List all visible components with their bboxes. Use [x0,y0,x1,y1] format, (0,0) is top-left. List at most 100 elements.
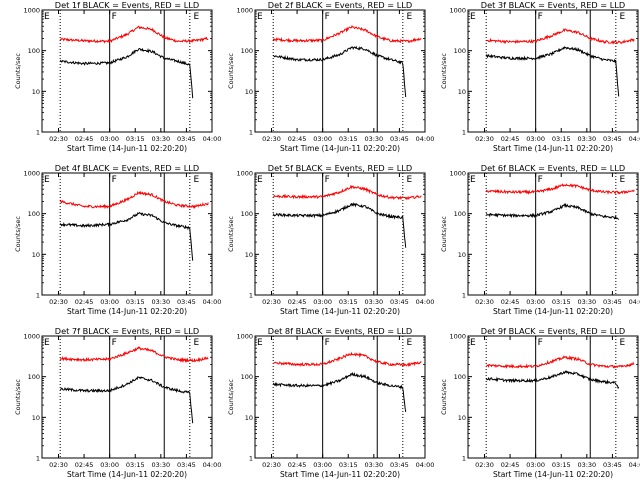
y-tick-label: 10 [32,251,40,259]
x-tick-label: 02:45 [75,461,94,469]
y-tick-label: 1000 [23,170,40,178]
y-axis-label: Counts/sec [227,53,235,89]
x-tick-label: 02:45 [501,461,520,469]
y-tick-label: 1 [249,455,253,463]
y-tick-label: 100 [28,47,40,55]
x-tick-label: 02:30 [475,135,494,143]
events-series-line [59,211,194,261]
marker-f-label: F [538,12,543,22]
x-tick-label: 02:45 [75,135,94,143]
plot-frame [41,335,213,459]
y-tick-label: 1000 [23,333,40,341]
panel-title: Det 7f BLACK = Events, RED = LLD [55,326,199,336]
x-tick-label: 02:30 [49,461,68,469]
y-axis-label: Counts/sec [14,216,22,252]
plot-frame [254,335,426,459]
x-tick-label: 03:00 [526,461,545,469]
events-series-line [272,45,407,98]
y-tick-label: 10 [245,414,253,422]
panel-det-6: Det 6f BLACK = Events, RED = LLD 1 10 100 10… [440,163,640,316]
plot-frame [41,9,213,133]
marker-e-label: E [44,175,50,185]
lld-series-line [485,183,635,195]
marker-e-label: E [257,338,263,348]
x-tick-label: 02:30 [475,461,494,469]
x-tick-label: 03:30 [151,461,170,469]
lld-series-line [59,190,209,210]
x-tick-label: 03:45 [390,135,409,143]
marker-e-label: E [470,12,476,22]
marker-e2-label: E [407,12,413,22]
x-tick-label: 04:00 [629,461,640,469]
marker-f-label: F [538,338,543,348]
y-tick-label: 1 [249,292,253,300]
marker-f-label: F [112,12,117,22]
marker-e2-label: E [407,175,413,185]
x-tick-label: 03:15 [126,298,145,306]
panel-det-7: Det 7f BLACK = Events, RED = LLD 1 10 100 10… [14,326,221,479]
y-tick-label: 10 [32,414,40,422]
x-tick-label: 03:00 [313,298,332,306]
marker-e-label: E [257,12,263,22]
y-tick-label: 1 [462,455,466,463]
y-tick-label: 1 [462,129,466,137]
y-tick-label: 10 [458,251,466,259]
lld-series-line [272,351,422,368]
x-tick-label: 03:30 [577,135,596,143]
panel-det-1: Det 1f BLACK = Events, RED = LLD 1 10 100 10… [14,0,221,153]
x-axis-label: Start Time (14-Jun-11 02:20:20) [280,144,400,153]
events-series-line [485,202,620,220]
events-series-line [485,370,620,390]
x-tick-label: 04:00 [203,135,222,143]
events-series-line [485,46,620,97]
marker-e2-label: E [620,175,626,185]
plot-frame [467,335,639,459]
x-tick-label: 03:30 [364,135,383,143]
x-tick-label: 03:30 [577,461,596,469]
x-tick-label: 02:45 [501,135,520,143]
lld-series-line [59,25,209,44]
x-tick-label: 04:00 [203,461,222,469]
marker-f-label: F [325,175,330,185]
x-tick-label: 03:15 [339,135,358,143]
x-tick-label: 02:45 [288,298,307,306]
x-axis-label: Start Time (14-Jun-11 02:20:20) [493,470,613,479]
x-tick-label: 03:45 [390,298,409,306]
marker-e2-label: E [194,175,200,185]
y-axis-label: Counts/sec [227,216,235,252]
lld-series-line [485,355,635,369]
y-axis-label: Counts/sec [14,53,22,89]
x-tick-label: 02:45 [288,461,307,469]
y-tick-label: 100 [241,373,253,381]
y-tick-label: 1000 [23,7,40,15]
y-tick-label: 1000 [236,333,253,341]
panel-title: Det 5f BLACK = Events, RED = LLD [268,163,412,173]
x-axis-label: Start Time (14-Jun-11 02:20:20) [67,144,187,153]
marker-e-label: E [470,175,476,185]
y-tick-label: 1 [36,292,40,300]
events-series-line [272,371,407,412]
y-tick-label: 1 [36,455,40,463]
x-axis-label: Start Time (14-Jun-11 02:20:20) [280,470,400,479]
x-tick-label: 03:15 [552,298,571,306]
panel-det-4: Det 4f BLACK = Events, RED = LLD 1 10 100 10… [14,163,221,316]
panel-det-8: Det 8f BLACK = Events, RED = LLD 1 10 100 10… [227,326,434,479]
x-tick-label: 03:15 [339,298,358,306]
y-tick-label: 10 [245,251,253,259]
y-tick-label: 100 [454,47,466,55]
plot-frame [254,9,426,133]
events-series-line [272,202,407,248]
panel-title: Det 2f BLACK = Events, RED = LLD [268,0,412,10]
y-axis-label: Counts/sec [14,379,22,415]
y-tick-label: 100 [454,210,466,218]
plot-frame [467,9,639,133]
marker-e2-label: E [620,338,626,348]
x-tick-label: 03:45 [603,135,622,143]
panel-det-3: Det 3f BLACK = Events, RED = LLD 1 10 100 10… [440,0,640,153]
x-tick-label: 03:30 [364,298,383,306]
marker-e-label: E [44,12,50,22]
y-tick-label: 10 [245,88,253,96]
y-axis-label: Counts/sec [440,216,448,252]
x-tick-label: 04:00 [416,135,435,143]
lld-series-line [273,184,422,201]
